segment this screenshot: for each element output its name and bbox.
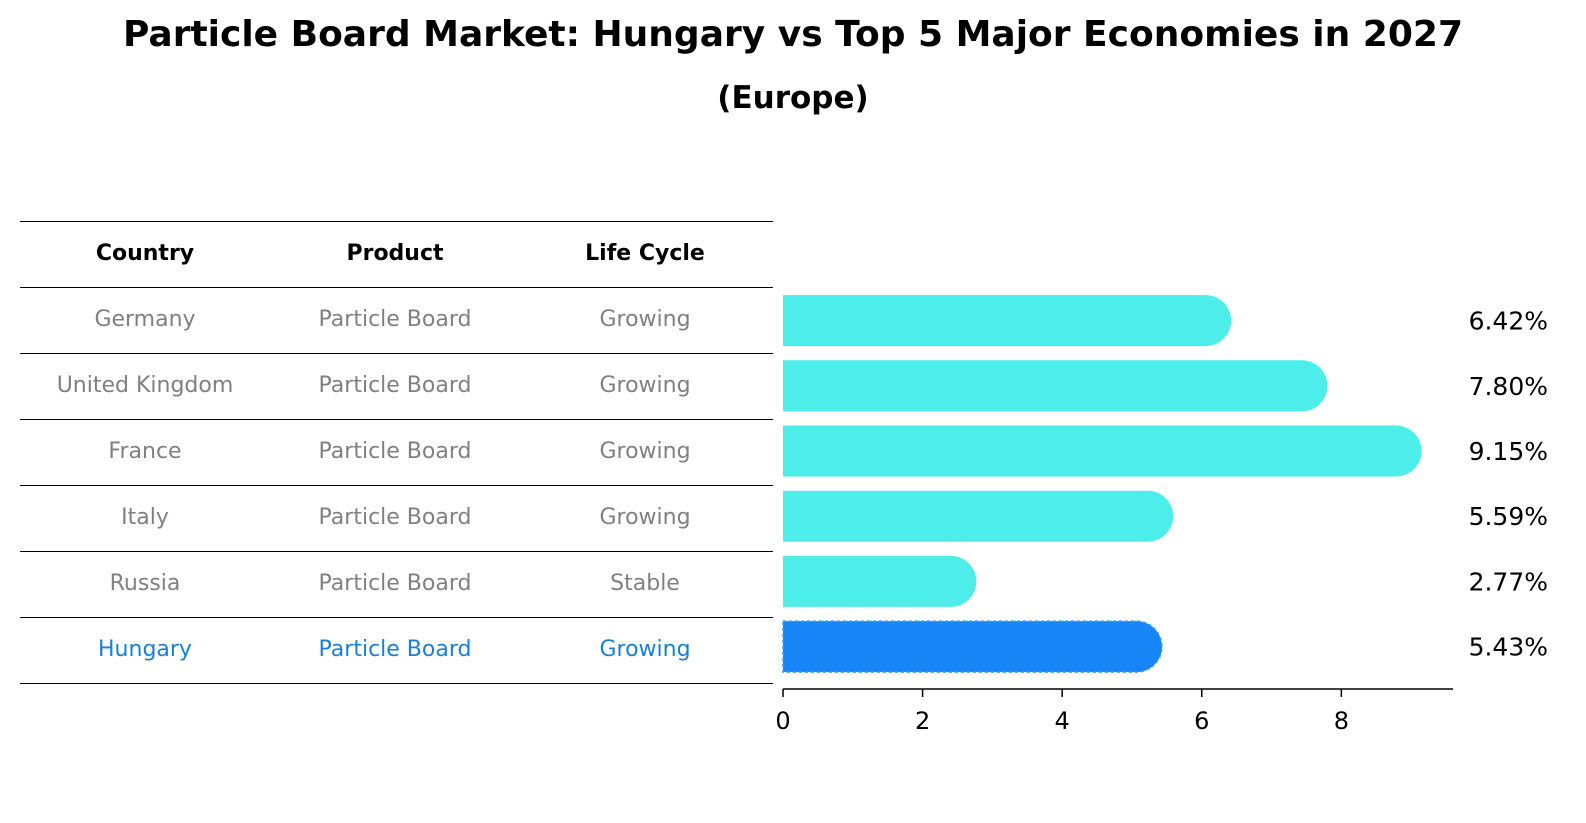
chart-title: Particle Board Market: Hungary vs Top 5 … [122,14,1463,55]
table-cell-life-cycle: Growing [599,373,691,398]
table-header: Life Cycle [585,241,705,266]
table-cell-life-cycle: Growing [599,439,691,464]
bar-germany [783,295,1232,347]
table-cell-life-cycle: Growing [599,637,691,662]
bar-italy [783,490,1174,542]
data-label: 2.77% [1469,567,1548,596]
table-cell-product: Particle Board [318,439,472,464]
x-tick-label: 6 [1194,707,1209,735]
bar-russia [783,555,977,607]
table-cell-product: Particle Board [318,571,472,596]
x-tick-label: 0 [775,707,790,735]
table-divider [20,221,773,222]
chart-subtitle: (Europe) [717,80,869,116]
data-label: 9.15% [1469,437,1548,466]
data-label: 5.59% [1469,502,1548,531]
table-cell-life-cycle: Growing [599,307,691,332]
table-divider [20,485,773,486]
table-cell-life-cycle: Stable [610,571,680,596]
table-cell-product: Particle Board [318,373,472,398]
table-header: Country [95,241,195,266]
table-cell-product: Particle Board [318,637,472,662]
bar-united-kingdom [783,360,1328,412]
table-cell-product: Particle Board [318,505,472,530]
table-cell-product: Particle Board [318,307,472,332]
data-label: 7.80% [1469,372,1548,401]
x-tick-label: 2 [915,707,930,735]
table-cell-country: Italy [121,505,169,530]
table-cell-country: Russia [109,571,181,596]
table-cell-life-cycle: Growing [599,505,691,530]
table-divider [20,617,773,618]
table-cell-country: France [108,439,182,464]
x-tick-label: 8 [1334,707,1349,735]
bar-france [783,425,1422,477]
table-cell-country: Hungary [98,637,192,662]
data-label: 6.42% [1469,307,1548,336]
table-cell-country: United Kingdom [56,373,234,398]
table-divider [20,287,773,288]
table-divider [20,683,773,684]
table-divider [20,419,773,420]
data-label: 5.43% [1469,633,1548,662]
table-divider [20,353,773,354]
table-cell-country: Germany [94,307,196,332]
table-divider [20,551,773,552]
bar-hungary [782,620,1163,673]
x-tick-label: 4 [1055,707,1070,735]
table-header: Product [346,241,444,266]
